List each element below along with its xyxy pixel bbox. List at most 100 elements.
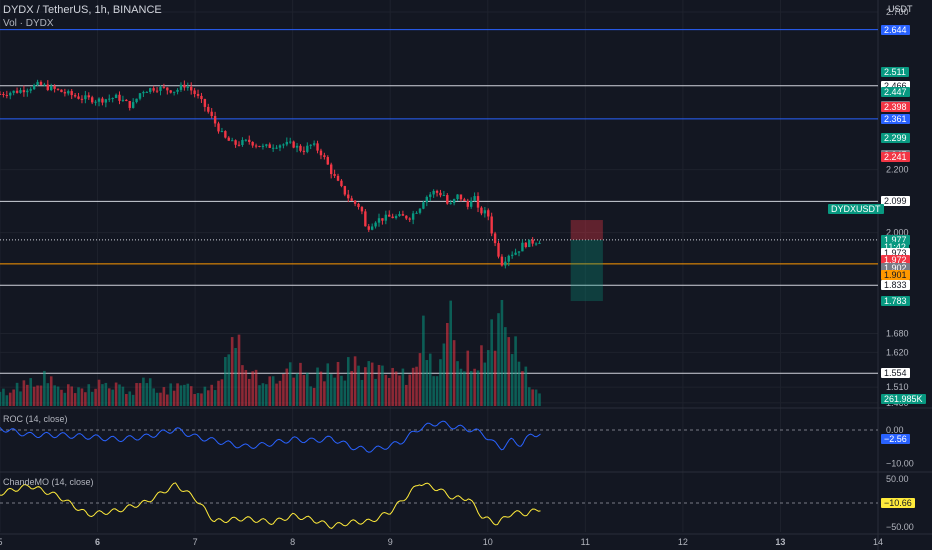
- volume-bar: [125, 394, 128, 406]
- volume-bar: [22, 380, 26, 406]
- volume-bar: [53, 385, 56, 406]
- volume-bar: [104, 382, 108, 406]
- candle-body: [476, 196, 480, 208]
- volume-bar: [340, 375, 343, 406]
- volume-bar: [452, 340, 456, 406]
- time-tick-label: 5: [0, 537, 3, 547]
- volume-bar: [135, 383, 138, 406]
- candle-body: [73, 95, 77, 97]
- volume-bar: [306, 372, 309, 406]
- time-tick-label: 8: [290, 537, 295, 547]
- volume-bar: [166, 394, 169, 406]
- candle-body: [507, 255, 510, 262]
- volume-bar: [476, 370, 480, 406]
- candle-body: [97, 98, 101, 102]
- volume-bar: [142, 377, 145, 406]
- volume-bar: [46, 383, 50, 406]
- volume-bar: [309, 386, 313, 406]
- candle-body: [90, 97, 94, 103]
- candle-body: [374, 222, 377, 227]
- price-tick-label: 2.700: [886, 7, 909, 17]
- volume-bar: [527, 387, 531, 406]
- volume-bar: [254, 369, 258, 406]
- price-tag: 2.644: [881, 24, 910, 35]
- candle-body: [319, 150, 323, 156]
- price-tag: 2.466: [881, 80, 910, 91]
- volume-bar: [299, 362, 302, 406]
- volume-tag: 261.985K: [881, 394, 926, 404]
- candle-body: [254, 145, 258, 147]
- volume-bar: [189, 386, 193, 406]
- volume-bar: [200, 393, 203, 406]
- candle-body: [128, 101, 131, 108]
- volume-label: Vol · DYDX: [3, 18, 54, 29]
- candle-body: [357, 203, 360, 208]
- volume-bar: [282, 374, 285, 406]
- candle-body: [504, 261, 507, 266]
- candle-body: [330, 164, 333, 175]
- candle-body: [323, 155, 326, 158]
- candle-body: [179, 84, 183, 90]
- candle-body: [466, 200, 469, 207]
- candle-body: [309, 144, 312, 146]
- candle-body: [422, 202, 425, 209]
- volume-bar: [121, 386, 125, 406]
- volume-bar: [370, 362, 374, 406]
- time-tick-label: 11: [581, 537, 590, 547]
- candle-body: [131, 102, 135, 108]
- volume-bar: [500, 300, 504, 406]
- volume-bar: [193, 394, 196, 406]
- volume-bar: [394, 371, 398, 406]
- axes: 2.7002.2002.0001.6801.6201.5101.4600.00−…: [0, 7, 914, 547]
- volume-bar: [176, 383, 179, 406]
- volume-bar: [237, 334, 241, 406]
- volume-bar: [97, 379, 101, 406]
- candle-body: [183, 84, 186, 88]
- volume-bar: [265, 384, 268, 406]
- volume-bar: [343, 380, 347, 406]
- volume-bar: [531, 389, 534, 406]
- candle-body: [258, 145, 261, 147]
- candle-body: [534, 243, 538, 245]
- candle-body: [439, 192, 442, 196]
- volume-bar: [456, 361, 459, 406]
- chande-indicator: [0, 482, 878, 529]
- volume-bar: [401, 368, 405, 406]
- candle-body: [46, 84, 50, 90]
- candle-body: [63, 92, 67, 94]
- volume-bar: [422, 315, 425, 406]
- candle-body: [364, 211, 367, 227]
- volume-bar: [442, 343, 446, 406]
- volume-bar: [514, 336, 517, 406]
- volume-bar: [534, 389, 538, 406]
- volume-bar: [220, 379, 224, 406]
- volume-bar: [0, 391, 2, 406]
- candle-body: [56, 88, 60, 90]
- candle-body: [244, 139, 248, 141]
- volume-bar: [504, 327, 507, 406]
- candle-body: [425, 196, 429, 203]
- chande-tick-label: −50.00: [886, 522, 914, 532]
- volume-bar: [469, 371, 473, 406]
- position-box[interactable]: [570, 220, 603, 302]
- candle-body: [456, 194, 459, 200]
- candle-body: [469, 201, 473, 207]
- candle-body: [220, 131, 224, 133]
- volume-bar: [217, 380, 220, 406]
- volume-bar: [521, 371, 524, 406]
- price-tag: 1.902: [881, 262, 910, 273]
- volume-bar: [326, 363, 330, 406]
- price-tag: 1.783: [881, 296, 910, 307]
- volume-bar: [473, 368, 476, 406]
- price-tag: 1.972: [881, 255, 910, 266]
- roc-label: ROC (14, close): [3, 414, 68, 424]
- candle-body: [381, 218, 384, 221]
- volume-bar: [483, 362, 487, 406]
- volume-bar: [329, 374, 333, 406]
- candle-body: [384, 214, 388, 221]
- candle-body: [528, 239, 531, 248]
- price-tag: 1.554: [881, 368, 910, 379]
- candle-body: [26, 90, 29, 93]
- roc-tick-label: 0.00: [886, 425, 904, 435]
